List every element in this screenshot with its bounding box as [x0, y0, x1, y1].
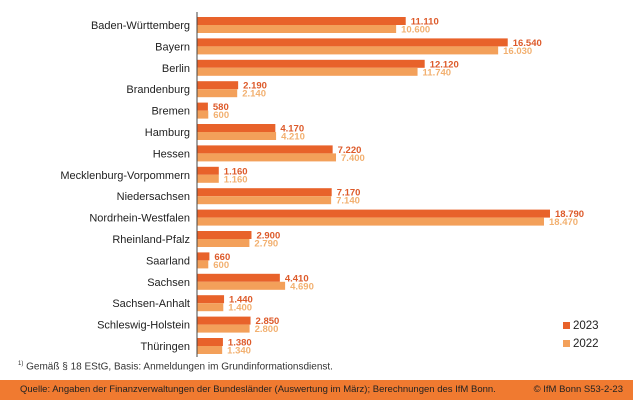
data-label-2023: 660 [214, 252, 230, 263]
data-label-2023: 18.790 [555, 209, 584, 220]
data-label-2022: 7.140 [336, 196, 360, 207]
category-label: Sachsen-Anhalt [112, 298, 190, 310]
data-label-2023: 11.110 [411, 17, 439, 28]
bar-2022 [197, 89, 238, 98]
bar-2022 [197, 46, 499, 55]
data-label-2022: 4.210 [281, 132, 305, 143]
bar-2023 [197, 145, 333, 154]
data-label-2023: 4.410 [285, 273, 309, 284]
category-label: Baden-Württemberg [91, 20, 190, 32]
category-label: Niedersachsen [117, 191, 190, 203]
legend-label-2023: 2023 [573, 320, 599, 332]
bar-2023 [197, 188, 332, 197]
data-label-2023: 7.220 [338, 145, 362, 156]
data-label-2022: 11.740 [423, 67, 452, 78]
bar-2023 [197, 17, 406, 25]
data-label-2023: 580 [213, 102, 229, 113]
bar-2022 [197, 217, 544, 226]
bar-2022 [197, 132, 277, 140]
category-label: Brandenburg [126, 84, 190, 96]
data-label-2022: 10.600 [401, 25, 430, 36]
category-label: Berlin [162, 63, 190, 75]
bar-2023 [197, 81, 239, 90]
bar-2023 [197, 59, 425, 68]
bar-2022 [197, 25, 397, 33]
footer-bar: Quelle: Angaben der Finanzverwaltungen d… [0, 380, 633, 400]
bar-2022 [197, 324, 250, 333]
category-label: Schleswig-Holstein [97, 320, 190, 332]
category-label: Bremen [151, 106, 190, 118]
footnote: 1) Gemäß § 18 EStG, Basis: Anmeldungen i… [18, 361, 333, 372]
bar-2022 [197, 239, 250, 247]
data-label-2022: 7.400 [341, 153, 365, 164]
category-label: Mecklenburg-Vorpommern [60, 170, 190, 182]
data-label-2023: 2.190 [243, 81, 267, 92]
bar-2023 [197, 273, 280, 282]
legend-swatch-2022 [563, 340, 570, 347]
data-label-2023: 4.170 [280, 124, 304, 135]
data-label-2022: 4.690 [290, 281, 314, 292]
data-label-2023: 2.850 [256, 316, 280, 327]
bar-2022 [197, 281, 286, 290]
bar-2023 [197, 295, 225, 304]
legend-swatch-2023 [563, 322, 570, 329]
data-label-2022: 18.470 [549, 217, 578, 228]
data-label-2023: 7.170 [337, 188, 361, 199]
data-label-2023: 1.380 [228, 338, 252, 349]
data-label-2022: 2.800 [255, 324, 279, 335]
category-label: Rheinland-Pfalz [112, 234, 190, 246]
data-label-2022: 600 [213, 260, 229, 271]
data-label-2022: 1.160 [224, 174, 248, 185]
category-label: Thüringen [140, 341, 190, 353]
bar-2023 [197, 124, 276, 132]
data-label-2022: 1.340 [227, 346, 251, 357]
data-label-2023: 2.900 [256, 231, 280, 242]
footnote-text: Gemäß § 18 EStG, Basis: Anmeldungen im G… [26, 361, 333, 373]
copyright-text: © IfM Bonn S53-2-23 [533, 384, 623, 395]
category-label: Hamburg [145, 127, 190, 139]
bar-2023 [197, 316, 251, 325]
data-label-2022: 1.400 [228, 303, 252, 314]
bar-2022 [197, 303, 224, 312]
footnote-marker: 1) [18, 361, 24, 367]
legend-label-2022: 2022 [573, 338, 599, 350]
data-label-2022: 2.790 [254, 239, 278, 250]
source-text: Quelle: Angaben der Finanzverwaltungen d… [20, 384, 496, 395]
bar-2023 [197, 231, 252, 239]
data-label-2023: 1.440 [229, 295, 253, 306]
category-label: Bayern [155, 41, 190, 53]
bar-2022 [197, 110, 209, 119]
data-label-2022: 2.140 [242, 89, 266, 100]
bar-2023 [197, 102, 208, 111]
category-label: Nordrhein-Westfalen [89, 213, 190, 225]
bar-2022 [197, 174, 219, 183]
bar-2023 [197, 166, 219, 175]
data-label-2022: 600 [213, 110, 229, 121]
bar-2023 [197, 252, 210, 261]
bar-2022 [197, 346, 223, 354]
data-label-2023: 12.120 [430, 59, 459, 70]
category-label: Saarland [146, 255, 190, 267]
bar-2022 [197, 196, 332, 205]
bar-2023 [197, 338, 223, 346]
category-label: Sachsen [147, 277, 190, 289]
bar-2023 [197, 209, 550, 218]
data-label-2022: 16.030 [503, 46, 532, 57]
bar-2022 [197, 67, 418, 76]
bar-2022 [197, 153, 337, 162]
bar-2023 [197, 38, 508, 47]
data-label-2023: 1.160 [224, 166, 248, 177]
data-label-2023: 16.540 [513, 38, 542, 49]
bar-2022 [197, 260, 209, 269]
category-label: Hessen [153, 148, 190, 160]
